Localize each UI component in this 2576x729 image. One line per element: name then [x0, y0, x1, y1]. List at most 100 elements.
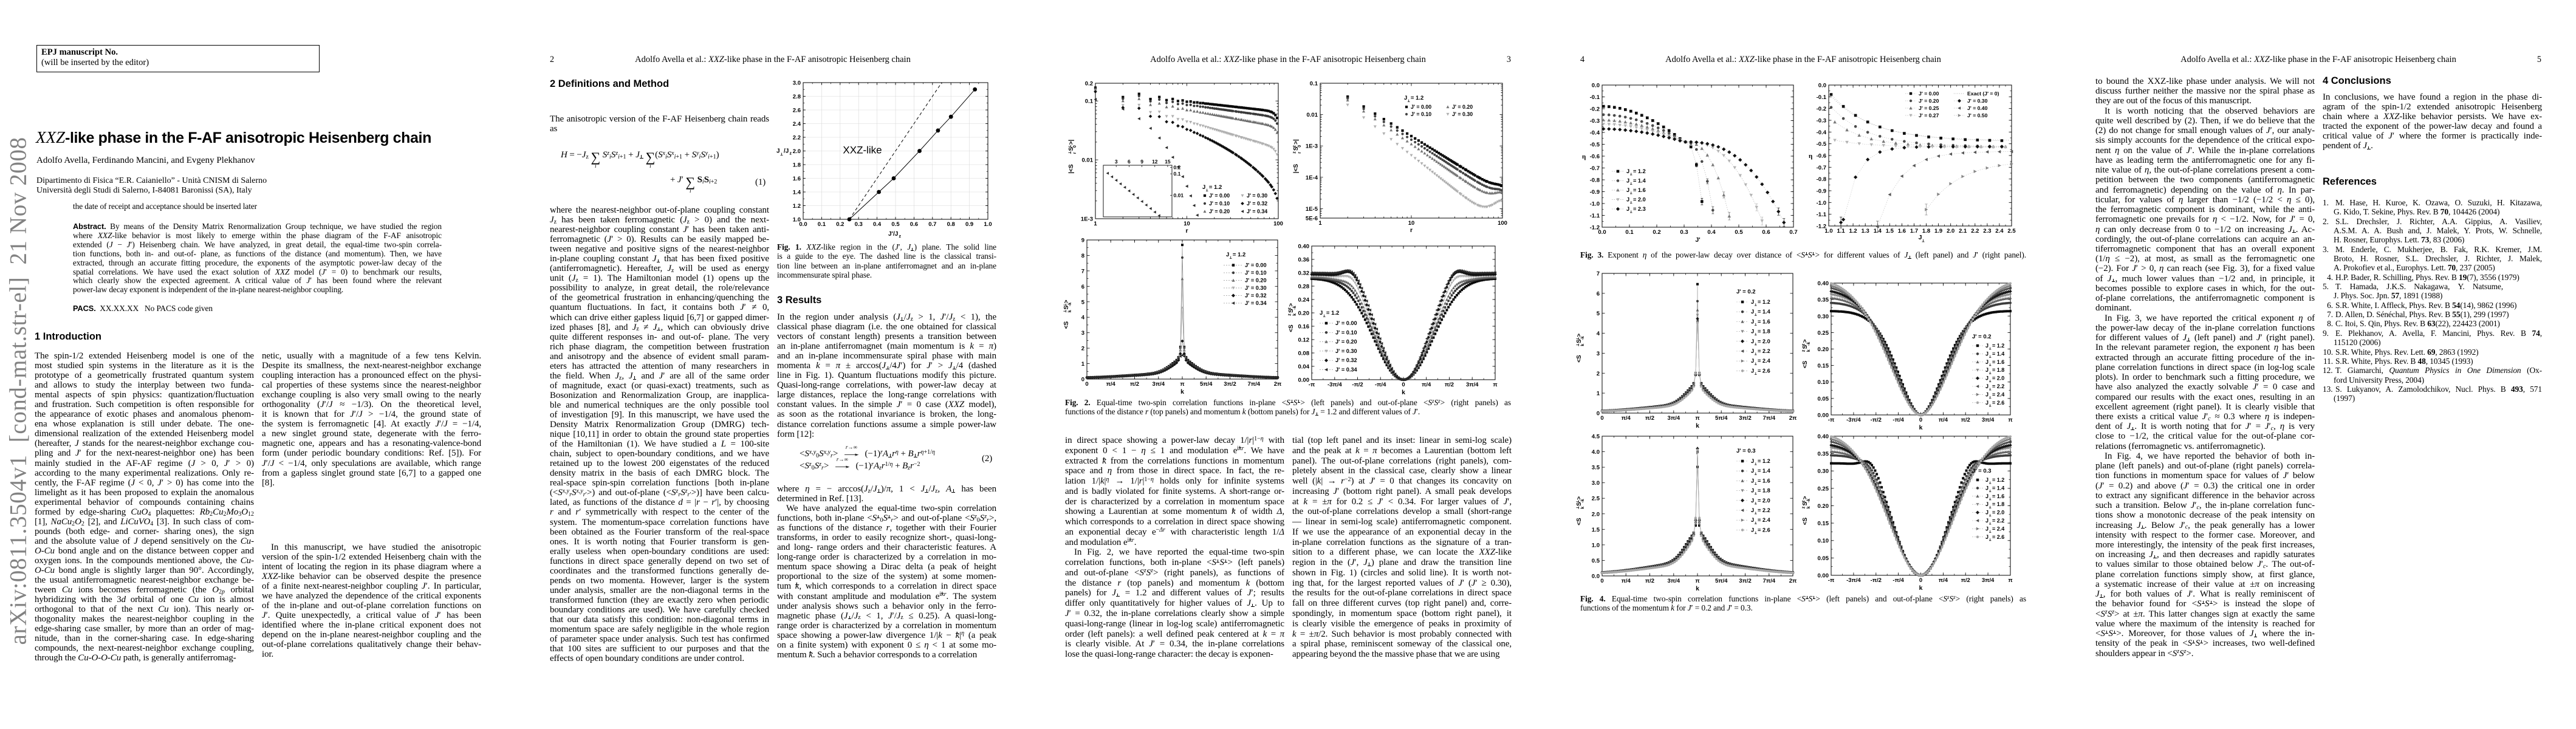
svg-text:1.0: 1.0	[984, 221, 992, 228]
svg-text:J: J	[1751, 358, 1754, 364]
svg-text:k: k	[1919, 584, 1923, 592]
svg-text:η: η	[1582, 153, 1586, 160]
svg-text:0.1: 0.1	[818, 221, 826, 228]
svg-text:π/4: π/4	[1106, 381, 1116, 388]
svg-text:1.2: 1.2	[1849, 228, 1857, 234]
svg-text:= 2.0: = 2.0	[1633, 197, 1646, 203]
svg-text:J' = 0.27: J' = 0.27	[1919, 112, 1939, 118]
svg-text:0.0: 0.0	[1592, 83, 1600, 89]
svg-text:S: S	[1802, 502, 1809, 506]
svg-text:5π/4: 5π/4	[1715, 415, 1728, 422]
svg-text:2π: 2π	[1274, 381, 1282, 388]
svg-text:J: J	[1751, 488, 1754, 494]
svg-text:-1.2: -1.2	[1817, 224, 1826, 230]
svg-text:J' = 0.2: J' = 0.2	[1736, 289, 1756, 295]
svg-text:J' = 0.10: J' = 0.10	[1209, 200, 1230, 207]
svg-text:k: k	[1180, 388, 1184, 395]
svg-text:2.6: 2.6	[793, 107, 801, 114]
svg-text:0.30: 0.30	[1818, 313, 1829, 320]
svg-text:1: 1	[1318, 220, 1322, 227]
svg-text:= 2.4: = 2.4	[1758, 517, 1771, 523]
svg-text:5π/4: 5π/4	[1715, 578, 1728, 584]
svg-text:1.0: 1.0	[793, 216, 801, 223]
svg-text:3π/4: 3π/4	[1153, 381, 1165, 388]
svg-text:0.25: 0.25	[1818, 330, 1829, 337]
svg-text:-0.5: -0.5	[1590, 142, 1600, 148]
svg-text:= 1.6: = 1.6	[1992, 493, 2004, 499]
svg-text:k: k	[1696, 585, 1699, 592]
svg-text:0.20: 0.20	[1818, 503, 1829, 510]
svg-text:-π: -π	[1828, 417, 1835, 423]
svg-text:1.9: 1.9	[1934, 228, 1942, 234]
svg-text:0.00: 0.00	[1818, 412, 1829, 419]
svg-text:J: J	[1751, 338, 1754, 344]
svg-text:6: 6	[1597, 290, 1600, 297]
svg-text:100: 100	[1273, 221, 1283, 227]
svg-text:2.3: 2.3	[1983, 228, 1991, 234]
svg-text:12: 12	[1152, 159, 1158, 165]
svg-text:0: 0	[1600, 578, 1603, 584]
svg-text:= 2.6: = 2.6	[1758, 527, 1770, 533]
svg-text:-1.2: -1.2	[1590, 225, 1600, 231]
svg-text:z: z	[899, 234, 902, 239]
svg-text:= 1.4: = 1.4	[1758, 309, 1771, 315]
svg-text:0.5: 0.5	[891, 221, 900, 228]
svg-text:J: J	[1919, 234, 1922, 241]
svg-text:π/4: π/4	[1939, 577, 1948, 584]
svg-text:0.1: 0.1	[1174, 171, 1181, 177]
svg-text:8: 8	[1081, 253, 1084, 259]
svg-text:0.4: 0.4	[1707, 229, 1716, 236]
svg-text:= 2.3: = 2.3	[1633, 206, 1646, 212]
svg-text:π/2: π/2	[1961, 417, 1970, 423]
svg-text:15: 15	[1165, 159, 1171, 165]
svg-text:-π/2: -π/2	[1871, 577, 1882, 584]
svg-text:= 2.6: = 2.6	[1992, 400, 2004, 406]
svg-text:>: >	[1288, 303, 1295, 307]
svg-text:J: J	[1626, 197, 1629, 203]
svg-text:0.30: 0.30	[1818, 468, 1829, 475]
svg-text:-k: -k	[1293, 306, 1297, 309]
svg-text:1.8: 1.8	[1922, 228, 1930, 234]
svg-text:J: J	[1985, 391, 1989, 397]
svg-text:0.25: 0.25	[1818, 485, 1829, 492]
svg-text:>: >	[1802, 339, 1809, 343]
svg-text:π/2: π/2	[1961, 577, 1970, 584]
svg-text:-π: -π	[1828, 577, 1835, 584]
svg-text:-k: -k	[1807, 342, 1811, 346]
svg-text:1E-3: 1E-3	[1306, 143, 1318, 150]
svg-text:5π/4: 5π/4	[1200, 381, 1213, 388]
svg-text:-3π/4: -3π/4	[1846, 417, 1861, 423]
svg-text:0.2: 0.2	[1085, 81, 1093, 87]
svg-text:-0.9: -0.9	[1590, 189, 1600, 196]
svg-text:J: J	[1751, 299, 1754, 305]
svg-text:5: 5	[1597, 310, 1600, 317]
svg-text:0.08: 0.08	[1298, 351, 1310, 357]
svg-text:0: 0	[1597, 411, 1600, 417]
svg-text:0.8: 0.8	[947, 221, 955, 228]
svg-text:3: 3	[1597, 351, 1600, 357]
svg-text:2.0: 2.0	[793, 148, 801, 155]
svg-text:J' = 0.30: J' = 0.30	[1245, 285, 1267, 291]
svg-text:1.0: 1.0	[1824, 228, 1832, 234]
svg-text:2.0: 2.0	[1592, 511, 1600, 518]
svg-text:J: J	[1985, 375, 1989, 382]
svg-text:2.5: 2.5	[2007, 228, 2016, 234]
svg-text:z: z	[1288, 313, 1292, 316]
svg-text:π/4: π/4	[1622, 578, 1631, 584]
svg-text:J: J	[1985, 534, 1989, 540]
svg-text:0.1: 0.1	[1085, 98, 1094, 105]
svg-text:k: k	[1807, 349, 1811, 352]
svg-text:J: J	[1751, 368, 1754, 374]
svg-text:3.0: 3.0	[1592, 480, 1600, 487]
svg-text:= 2.2: = 2.2	[1758, 507, 1770, 513]
svg-text:4: 4	[1081, 315, 1085, 321]
svg-text:0: 0	[1085, 381, 1088, 388]
svg-text:J' = 0.10: J' = 0.10	[1411, 111, 1431, 117]
svg-text:π/2: π/2	[1130, 381, 1139, 388]
svg-text:3π/2: 3π/2	[1224, 381, 1236, 388]
svg-text:Exact (J' = 0): Exact (J' = 0)	[1967, 91, 1999, 97]
svg-text:J: J	[1985, 518, 1989, 524]
svg-text:J' = 0.25: J' = 0.25	[1919, 105, 1939, 111]
svg-text:0.40: 0.40	[1818, 281, 1829, 287]
svg-text:1.8: 1.8	[793, 162, 801, 168]
